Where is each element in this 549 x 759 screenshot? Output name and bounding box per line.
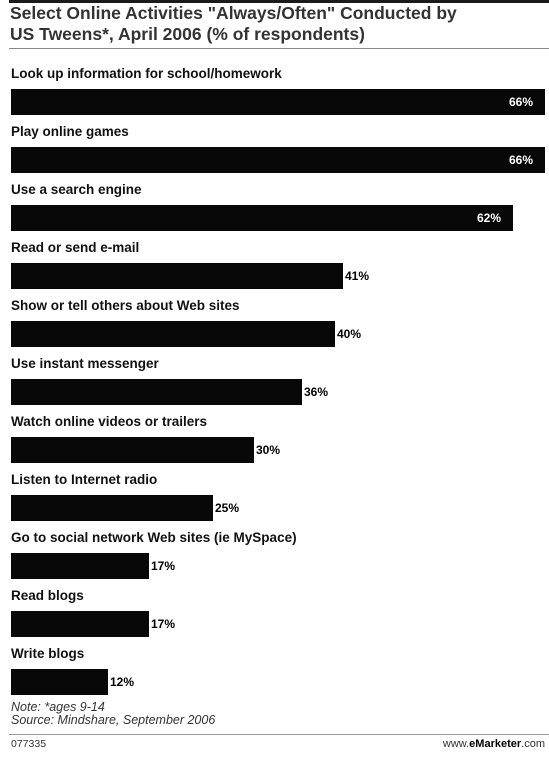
category-label: Look up information for school/homework	[11, 66, 282, 81]
category-label: Use instant messenger	[11, 356, 159, 371]
note-text: Note: *ages 9-14	[11, 700, 105, 714]
emarketer-logo: www.eMarketer.com	[443, 738, 545, 750]
value-label: 66%	[509, 95, 534, 109]
category-label: Read blogs	[11, 588, 84, 603]
category-label: Play online games	[11, 124, 129, 139]
title-rule	[9, 48, 549, 49]
bar	[11, 205, 513, 231]
bar	[11, 147, 545, 173]
chart-id: 077335	[11, 738, 47, 750]
bar	[11, 321, 335, 347]
category-label: Show or tell others about Web sites	[11, 298, 240, 313]
category-label: Go to social network Web sites (ie MySpa…	[11, 530, 297, 545]
bar	[11, 437, 254, 463]
bar	[11, 263, 343, 289]
bar	[11, 495, 213, 521]
value-label: 17%	[151, 617, 176, 631]
value-label: 25%	[215, 501, 240, 515]
category-label: Read or send e-mail	[11, 240, 140, 255]
category-label: Watch online videos or trailers	[11, 414, 208, 429]
bar	[11, 669, 108, 695]
chart-notes: Note: *ages 9-14 Source: Mindshare, Sept…	[11, 701, 215, 727]
bar	[11, 611, 149, 637]
value-label: 30%	[256, 443, 281, 457]
site-prefix: www.	[442, 738, 470, 750]
top-rule	[9, 0, 549, 3]
value-label: 62%	[477, 211, 502, 225]
footer-rule	[9, 734, 549, 735]
bar	[11, 553, 149, 579]
value-label: 12%	[110, 675, 135, 689]
value-label: 36%	[304, 385, 329, 399]
category-label: Use a search engine	[11, 182, 142, 197]
value-label: 41%	[345, 269, 370, 283]
category-label: Write blogs	[11, 646, 85, 661]
value-label: 40%	[337, 327, 362, 341]
category-label: Listen to Internet radio	[11, 472, 158, 487]
site-brand: eMarketer	[469, 738, 522, 750]
chart-title: Select Online Activities "Always/Often" …	[10, 3, 457, 44]
bar	[11, 379, 302, 405]
bar	[11, 89, 545, 115]
source-text: Source: Mindshare, September 2006	[11, 713, 216, 727]
value-label: 66%	[509, 153, 534, 167]
value-label: 17%	[151, 559, 176, 573]
site-suffix: .com	[521, 738, 545, 750]
